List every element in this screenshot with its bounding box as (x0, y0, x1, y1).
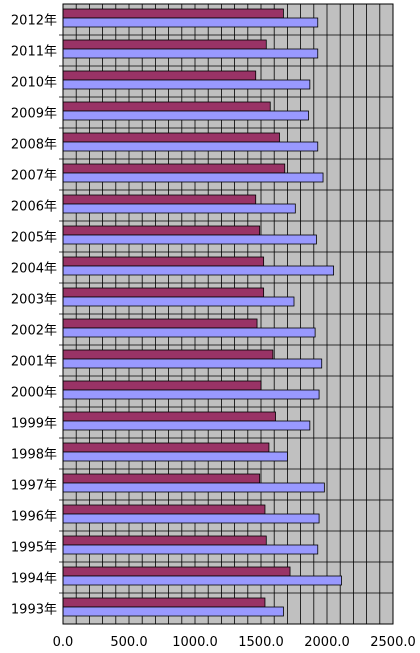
bar-series-2 (62, 513, 320, 524)
y-tick-label: 1995年 (11, 541, 57, 556)
bar-series-1 (62, 566, 291, 577)
y-tick-label: 2009年 (11, 107, 57, 122)
bar-series-1 (62, 163, 286, 174)
bar-series-1 (62, 8, 284, 19)
bar-series-1 (62, 442, 270, 453)
bar-series-2 (62, 389, 320, 400)
grid-lines (59, 4, 393, 624)
bar-series-2 (62, 451, 288, 462)
bar-series-2 (62, 110, 309, 121)
y-tick-label: 2006年 (11, 200, 57, 215)
bar-series-1 (62, 225, 261, 236)
x-tick-label: 1000.0 (172, 635, 218, 650)
bar-series-2 (62, 48, 319, 59)
bar-series-1 (62, 504, 266, 515)
y-tick-label: 2010年 (11, 76, 57, 91)
bar-series-2 (62, 234, 317, 245)
x-tick-label: 2500.0 (370, 635, 416, 650)
bar-series-2 (62, 79, 311, 90)
bar-series-2 (62, 327, 316, 338)
plot-border (62, 3, 394, 625)
bar-series-2 (62, 575, 342, 586)
bar-series-2 (62, 296, 295, 307)
y-tick-label: 2003年 (11, 293, 57, 308)
bar-series-1 (62, 39, 267, 50)
bar-series-1 (62, 70, 257, 81)
bar-series-1 (62, 318, 258, 329)
bar-series-1 (62, 380, 262, 391)
y-tick-label: 2000年 (11, 386, 57, 401)
y-tick-label: 2001年 (11, 355, 57, 370)
bar-series-1 (62, 132, 280, 143)
bar-series-2 (62, 482, 325, 493)
y-tick-label: 2008年 (11, 138, 57, 153)
bar-series-2 (62, 265, 335, 276)
bar-series-2 (62, 358, 323, 369)
y-tick-label: 2002年 (11, 324, 57, 339)
y-tick-label: 2012年 (11, 14, 57, 29)
bar-series-2 (62, 141, 319, 152)
bar-series-1 (62, 194, 257, 205)
y-tick-label: 1998年 (11, 448, 57, 463)
x-tick-label: 1500.0 (238, 635, 284, 650)
bar-series-2 (62, 172, 324, 183)
bar-series-1 (62, 101, 271, 112)
y-tick-label: 1999年 (11, 417, 57, 432)
y-tick-label: 1993年 (11, 603, 57, 618)
bar-series-2 (62, 420, 311, 431)
bar-series-1 (62, 473, 261, 484)
bar-series-2 (62, 606, 284, 617)
y-tick-label: 1994年 (11, 572, 57, 587)
y-axis-labels: 2012年 2011年 2010年 2009年 2008年 2007年 2006年 2005年… (11, 14, 57, 618)
bar-series-1 (62, 597, 266, 608)
y-tick-label: 1997年 (11, 479, 57, 494)
bar-series-2 (62, 203, 296, 214)
bar-series-2 (62, 544, 319, 555)
bars (62, 8, 342, 617)
y-tick-label: 1996年 (11, 510, 57, 525)
bar-series-1 (62, 349, 274, 360)
bar-series-1 (62, 535, 267, 546)
y-tick-label: 2007年 (11, 169, 57, 184)
x-tick-label: 500.0 (110, 635, 147, 650)
bar-series-1 (62, 287, 265, 298)
x-axis-labels: 0.0 500.0 1000.0 1500.0 2000.0 2500.0 (53, 635, 416, 650)
y-tick-label: 2005年 (11, 231, 57, 246)
x-tick-label: 2000.0 (304, 635, 350, 650)
y-tick-label: 2011年 (11, 45, 57, 60)
bar-series-2 (62, 17, 319, 28)
y-tick-label: 2004年 (11, 262, 57, 277)
x-tick-label: 0.0 (53, 635, 74, 650)
bar-series-1 (62, 256, 265, 267)
bar-series-1 (62, 411, 276, 422)
